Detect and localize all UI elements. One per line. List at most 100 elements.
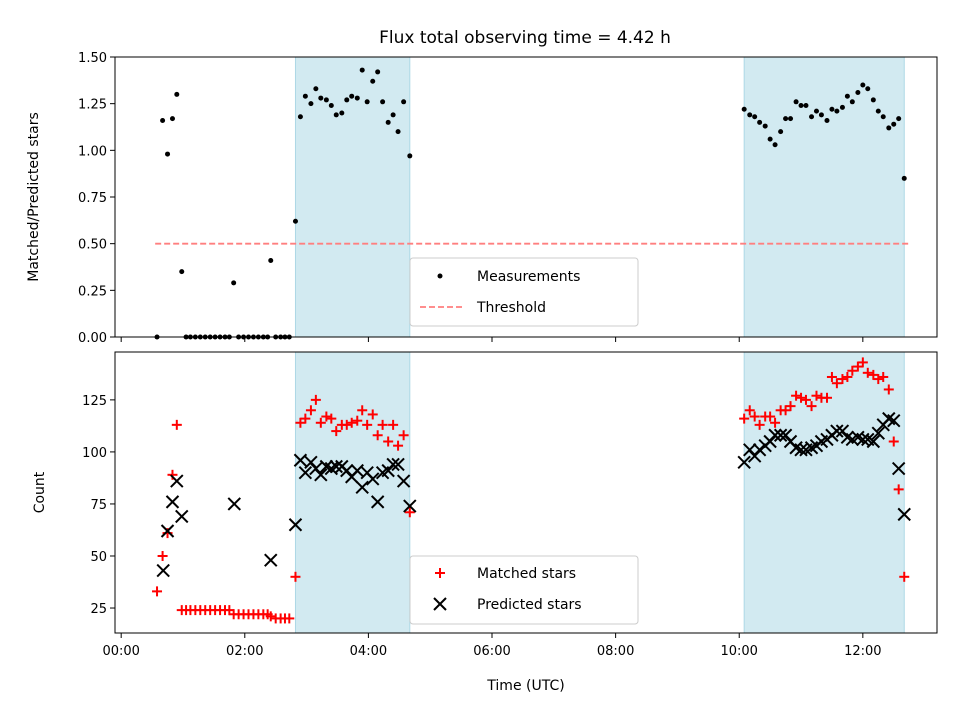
matched-star-point (331, 426, 342, 437)
ratio-legend-box (409, 257, 639, 327)
measurement-point (870, 97, 876, 103)
matched-star-point (377, 419, 388, 430)
measurement-point (783, 116, 789, 122)
time-x-tick-label-2: 04:00 (350, 644, 387, 659)
measurement-point (880, 114, 886, 120)
measurement-point (757, 119, 763, 125)
matched-star-point (796, 392, 807, 403)
measurement-point (803, 103, 809, 109)
predicted-star-point (856, 432, 870, 447)
matched-star-point (899, 571, 910, 582)
measurement-point (778, 129, 784, 135)
measurement-point (891, 121, 897, 127)
measurement-point (829, 106, 835, 112)
measurement-point (349, 93, 355, 99)
predicted-stars-points (156, 411, 911, 578)
measurement-point (824, 117, 830, 123)
matched-star-point (300, 413, 311, 424)
ratio-y-tick-label-1: 0.25 (78, 284, 107, 299)
matched-star-point (326, 413, 337, 424)
matched-star-point (162, 528, 173, 539)
count-panel: 25 50 75 100 125 00:00 02:00 04:00 06:00 08:00 10… (32, 351, 938, 694)
matched-star-point (171, 419, 182, 430)
matched-star-point (806, 401, 817, 412)
matched-star-point (831, 378, 842, 389)
legend-matched-label: Matched stars (477, 566, 576, 582)
predicted-star-point (329, 459, 343, 474)
predicted-star-point (165, 495, 180, 509)
count-y-tick-label-1: 50 (90, 550, 107, 565)
matched-star-point (842, 371, 853, 382)
matched-star-point (811, 390, 822, 401)
predicted-star-point (386, 457, 400, 472)
observing-windows (294, 351, 905, 634)
measurement-point (772, 142, 778, 148)
time-x-tick-label-6: 12:00 (844, 644, 881, 659)
matched-star-point (791, 390, 802, 401)
matched-star-point (388, 419, 399, 430)
legend-measurements-marker (437, 273, 443, 279)
matched-star-point (305, 405, 316, 416)
measurement-point (875, 108, 881, 114)
matched-star-point (290, 571, 301, 582)
legend-measurements-label: Measurements (477, 269, 580, 285)
matched-star-point (749, 411, 760, 422)
predicted-star-point (403, 499, 417, 513)
matched-star-point (837, 374, 848, 385)
matched-star-point (393, 440, 404, 451)
predicted-star-point (897, 507, 911, 522)
measurement-point (385, 119, 391, 125)
measurement-point (788, 116, 794, 122)
predicted-star-point (396, 474, 411, 488)
measurement-point (174, 91, 180, 97)
matched-star-point (346, 417, 357, 428)
count-y-tick-label-0: 25 (90, 602, 107, 617)
measurement-point (297, 114, 303, 120)
measurement-point (818, 112, 824, 118)
matched-star-point (862, 367, 873, 378)
matched-star-point (800, 394, 811, 405)
matched-star-point (315, 417, 326, 428)
matched-star-point (821, 392, 832, 403)
measurement-point (798, 103, 804, 109)
time-x-tick-label-1: 02:00 (226, 644, 263, 659)
matched-star-point (341, 419, 352, 430)
legend-threshold-label: Threshold (476, 300, 546, 316)
predicted-star-point (768, 428, 782, 442)
time-x-axis-label: Time (UTC) (486, 678, 564, 694)
ratio-y-tick-label-0: 0.00 (78, 331, 107, 346)
legend-predicted-label: Predicted stars (477, 597, 582, 613)
ratio-y-axis: 0.00 0.25 0.50 0.75 1.00 1.25 1.50 (78, 51, 115, 346)
ratio-panel: 0.00 0.25 0.50 0.75 1.00 1.25 1.50 Matched/Pre… (26, 51, 938, 346)
measurement-point (401, 99, 407, 105)
predicted-star-point (794, 443, 808, 457)
predicted-star-point (370, 495, 385, 509)
measurement-point (169, 116, 175, 122)
predicted-star-point (264, 553, 278, 567)
predicted-star-point (737, 455, 751, 470)
matched-star-point (310, 394, 321, 405)
matched-star-point (157, 550, 168, 561)
measurement-point (323, 97, 329, 103)
matched-star-point (739, 413, 750, 424)
predicted-star-point (866, 434, 881, 449)
measurement-point (901, 175, 907, 181)
measurement-point (860, 82, 866, 88)
matched-star-point (770, 417, 781, 428)
predicted-star-point (871, 426, 885, 440)
ratio-y-tick-label-5: 1.25 (78, 98, 107, 113)
count-y-tick-label-2: 75 (90, 498, 107, 513)
measurement-point (865, 86, 871, 92)
measurement-points (154, 67, 907, 340)
measurement-point (231, 280, 237, 286)
time-x-tick-label-4: 08:00 (597, 644, 634, 659)
measurement-point (292, 218, 298, 224)
measurement-point (364, 99, 370, 105)
matched-star-point (888, 436, 899, 447)
count-y-axis-label: Count (32, 471, 48, 513)
measurement-point (793, 99, 799, 105)
legend-predicted-marker (433, 597, 447, 611)
matched-star-point (765, 411, 776, 422)
matched-star-point (367, 409, 378, 420)
